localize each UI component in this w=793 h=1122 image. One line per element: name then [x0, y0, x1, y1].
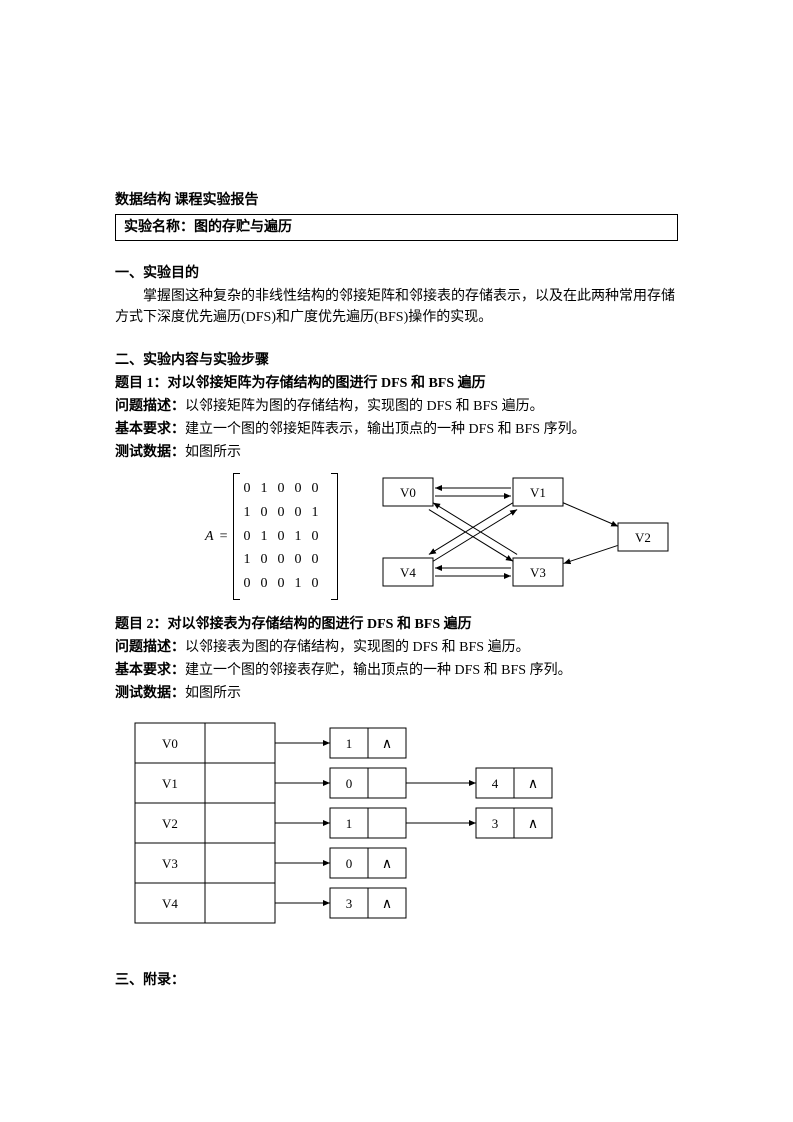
q2-desc: 问题描述：以邻接表为图的存储结构，实现图的 DFS 和 BFS 遍历。 [115, 637, 678, 658]
q1-data: 测试数据：如图所示 [115, 442, 678, 463]
q1-data-label: 测试数据： [115, 445, 185, 460]
matrix-eq: = [220, 526, 228, 547]
svg-text:V1: V1 [162, 776, 178, 791]
svg-text:∧: ∧ [382, 897, 392, 912]
section-3-title: 三、附录： [115, 970, 678, 991]
page: 数据结构 课程实验报告 实验名称：图的存贮与遍历 一、实验目的 掌握图这种复杂的… [0, 0, 793, 1122]
svg-text:∧: ∧ [528, 777, 538, 792]
q2-title: 题目 2：对以邻接表为存储结构的图进行 DFS 和 BFS 遍历 [115, 614, 678, 635]
q1-req-label: 基本要求： [115, 422, 185, 437]
matrix-row: 01000 [243, 477, 328, 501]
course-title: 数据结构 课程实验报告 [115, 190, 678, 211]
q2-data: 测试数据：如图所示 [115, 683, 678, 704]
q2-data-label: 测试数据： [115, 686, 185, 701]
adjacency-matrix: A = 0100010001010101000000010 [205, 473, 338, 600]
svg-text:4: 4 [492, 776, 499, 791]
q1-title: 题目 1：对以邻接矩阵为存储结构的图进行 DFS 和 BFS 遍历 [115, 373, 678, 394]
svg-text:3: 3 [346, 896, 353, 911]
svg-text:V0: V0 [401, 485, 417, 500]
q2-req-label: 基本要求： [115, 663, 185, 678]
q1-desc-label: 问题描述： [115, 399, 185, 414]
adjacency-list-diagram: V0 1 ∧ V1 0 4 ∧ V2 1 3 ∧ V3 0 ∧ V4 3 ∧ [125, 718, 678, 940]
q2-desc-text: 以邻接表为图的存储结构，实现图的 DFS 和 BFS 遍历。 [185, 640, 530, 655]
matrix-row: 10001 [243, 501, 328, 525]
matrix-row: 10000 [243, 548, 328, 572]
q2-data-text: 如图所示 [185, 686, 241, 701]
svg-text:V4: V4 [401, 565, 417, 580]
matrix-label: A [205, 526, 214, 547]
svg-text:V0: V0 [162, 736, 178, 751]
q2-desc-label: 问题描述： [115, 640, 185, 655]
q1-desc: 问题描述：以邻接矩阵为图的存储结构，实现图的 DFS 和 BFS 遍历。 [115, 396, 678, 417]
experiment-name-box: 实验名称：图的存贮与遍历 [115, 214, 678, 241]
q2-req: 基本要求：建立一个图的邻接表存贮，输出顶点的一种 DFS 和 BFS 序列。 [115, 660, 678, 681]
svg-text:0: 0 [346, 776, 353, 791]
svg-text:∧: ∧ [528, 817, 538, 832]
q1-req-text: 建立一个图的邻接矩阵表示，输出顶点的一种 DFS 和 BFS 序列。 [185, 422, 586, 437]
digraph-diagram: V0 V1 V2 V3 V4 [378, 473, 678, 593]
matrix-row: 00010 [243, 572, 328, 596]
q1-figure: A = 0100010001010101000000010 V0 V1 V2 V3 V4 [115, 473, 678, 600]
matrix-row: 01010 [243, 525, 328, 549]
svg-text:∧: ∧ [382, 857, 392, 872]
svg-text:V2: V2 [636, 530, 652, 545]
svg-text:3: 3 [492, 816, 499, 831]
svg-text:V1: V1 [531, 485, 547, 500]
svg-text:1: 1 [346, 736, 353, 751]
section-1-title: 一、实验目的 [115, 263, 678, 284]
section-2-title: 二、实验内容与实验步骤 [115, 350, 678, 371]
svg-text:∧: ∧ [382, 737, 392, 752]
q1-desc-text: 以邻接矩阵为图的存储结构，实现图的 DFS 和 BFS 遍历。 [185, 399, 544, 414]
svg-text:V4: V4 [162, 896, 178, 911]
svg-text:V3: V3 [531, 565, 547, 580]
q2-req-text: 建立一个图的邻接表存贮，输出顶点的一种 DFS 和 BFS 序列。 [185, 663, 572, 678]
q1-data-text: 如图所示 [185, 445, 241, 460]
svg-text:1: 1 [346, 816, 353, 831]
svg-text:V3: V3 [162, 856, 178, 871]
matrix-body: 0100010001010101000000010 [233, 473, 338, 600]
svg-text:V2: V2 [162, 816, 178, 831]
svg-text:0: 0 [346, 856, 353, 871]
q1-req: 基本要求：建立一个图的邻接矩阵表示，输出顶点的一种 DFS 和 BFS 序列。 [115, 419, 678, 440]
section-1-paragraph: 掌握图这种复杂的非线性结构的邻接矩阵和邻接表的存储表示，以及在此两种常用存储方式… [115, 286, 678, 328]
